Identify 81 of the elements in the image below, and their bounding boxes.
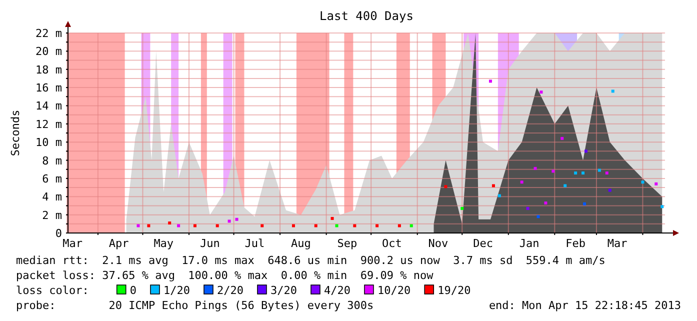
point (260, 224, 264, 228)
y-tick-label: 12 m (36, 118, 62, 131)
point (136, 224, 140, 228)
y-tick-label: 4 m (42, 190, 62, 204)
point (168, 222, 172, 224)
legend-label: 19/20 (438, 284, 471, 297)
point (540, 90, 543, 94)
x-tick-label: Aug (291, 237, 311, 250)
point (654, 182, 658, 186)
point (584, 150, 588, 153)
point (605, 172, 608, 174)
point (492, 184, 495, 188)
point (444, 185, 448, 188)
point (376, 224, 379, 228)
x-tick-label: Jan (519, 237, 540, 250)
text: median rtt: 2.1 ms avg 17.0 ms max 648.6 us min 900.2 us now 3.7 ms sd 559.4 m am/s (16, 254, 606, 267)
point (611, 90, 614, 93)
point (582, 172, 585, 174)
legend-label: 1/20 (163, 284, 190, 297)
y-tick-label: 6 m (42, 172, 62, 186)
x-tick-label: Sep (337, 237, 358, 250)
point (552, 170, 555, 173)
point (410, 224, 413, 228)
point (292, 224, 295, 228)
x-tick-label: Mar (607, 237, 628, 250)
point (536, 215, 540, 218)
point (335, 224, 338, 228)
point (314, 224, 318, 228)
point (564, 184, 567, 188)
point (608, 188, 612, 192)
legend-title: loss color: (16, 284, 89, 297)
point (330, 216, 334, 220)
x-tick-label: May (154, 237, 174, 250)
x-tick-label: Oct (382, 237, 402, 250)
text: end: Mon Apr 15 22:18:45 2013 (488, 299, 681, 312)
legend-label: 4/20 (324, 284, 350, 297)
point (498, 194, 501, 198)
chart-title: Last 400 Days (320, 9, 414, 23)
y-tick-label: 2 m (42, 208, 62, 222)
point (526, 206, 530, 210)
x-tick-label: Mar (62, 237, 83, 250)
point (193, 224, 196, 228)
point (147, 224, 150, 228)
legend-label: 3/20 (270, 284, 297, 297)
y-axis-title: Seconds (9, 110, 22, 156)
legend-label: 10/20 (377, 284, 411, 297)
x-tick-label: Dec (473, 237, 493, 250)
point (660, 205, 664, 208)
y-tick-label: 16 m (36, 82, 62, 95)
y-tick-label: 8 m (42, 154, 62, 168)
text: packet loss: 37.65 % avg 100.00 % max 0.00 % min 69.09 % now (16, 269, 434, 282)
x-tick-label: Jun (200, 237, 220, 250)
point (598, 168, 601, 172)
point (177, 224, 180, 228)
x-tick-label: Apr (108, 237, 130, 250)
text: probe: 20 ICMP Echo Pings (56 Bytes) every 300s (16, 299, 374, 312)
point (574, 172, 578, 174)
point (398, 224, 401, 228)
x-tick-label: Jul (244, 237, 265, 250)
point (534, 166, 537, 170)
point (488, 80, 492, 83)
point (235, 218, 238, 221)
y-tick-label: 18 m (36, 63, 62, 76)
point (216, 224, 219, 228)
y-tick-label: 14 m (36, 100, 62, 113)
point (228, 220, 231, 223)
legend-label: 2/20 (216, 284, 244, 297)
x-tick-label: Nov (428, 237, 449, 250)
y-tick-label: 20 m (36, 45, 62, 58)
y-tick-label: 0 (55, 227, 62, 240)
point (560, 136, 564, 140)
legend-label: 0 (130, 284, 136, 297)
point (544, 202, 548, 204)
point (520, 180, 524, 184)
y-tick-label: 10 m (36, 136, 62, 150)
point (583, 202, 586, 206)
point (460, 206, 464, 210)
point (641, 180, 644, 184)
x-tick-label: Feb (566, 237, 586, 250)
point (353, 224, 356, 228)
y-tick-label: 22 m (36, 27, 62, 40)
